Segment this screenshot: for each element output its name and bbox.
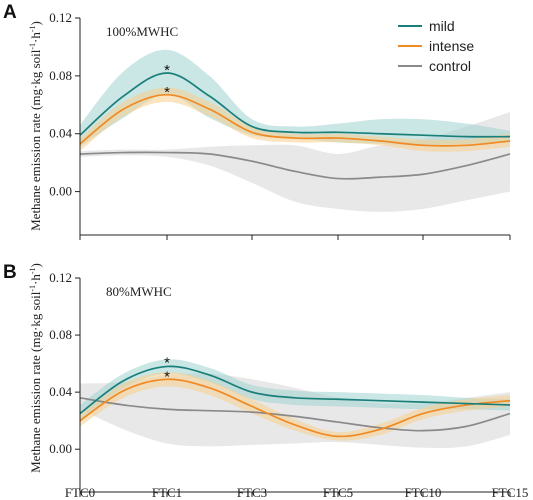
y-tick-label: 0.00 xyxy=(49,441,72,456)
y-tick-label: 0.04 xyxy=(49,384,72,399)
panel-b-series-lines xyxy=(79,365,511,438)
y-tick-label: 0.08 xyxy=(49,327,72,342)
significance-marker: * xyxy=(164,84,170,101)
line-control xyxy=(79,397,511,432)
panel-b-ticks: 0.00 0.04 0.08 0.12 FTC0 FTC1 FTC3 FTC5 FTC10 FTC… xyxy=(49,270,528,500)
line-intense xyxy=(79,93,511,147)
panel-a-axes xyxy=(79,18,510,236)
panel-b-condition: 80%MWHC xyxy=(106,284,172,299)
panel-a-ticks: 0.00 0.04 0.08 0.12 xyxy=(49,10,511,240)
panel-a-letter: A xyxy=(3,2,17,23)
y-tick-label: 0.00 xyxy=(49,184,72,199)
panel-a-y-axis-label: Methane emission rate (mg·kg soil-1·h-1) xyxy=(28,21,43,231)
x-tick-label: FTC1 xyxy=(152,485,182,500)
y-tick-label: 0.12 xyxy=(49,270,72,285)
x-tick-label: FTC3 xyxy=(237,485,267,500)
significance-marker: * xyxy=(164,369,170,386)
band-mild xyxy=(80,49,510,147)
x-tick-label: FTC0 xyxy=(65,485,95,500)
legend-label-intense: intense xyxy=(429,38,474,54)
panel-a-confidence-bands xyxy=(80,49,510,212)
legend: mild intense control xyxy=(398,18,474,74)
line-mild xyxy=(79,72,511,138)
panel-b-y-axis-label: Methane emission rate (mg·kg soil-1·h-1) xyxy=(28,263,43,473)
panel-a: A 100%MWHC Methane emission rate (mg·kg … xyxy=(3,2,511,240)
panel-a-condition: 100%MWHC xyxy=(106,24,178,39)
line-control xyxy=(79,151,511,180)
x-tick-label: FTC15 xyxy=(492,485,529,500)
band-control xyxy=(80,112,510,212)
y-tick-label: 0.12 xyxy=(49,10,72,25)
panel-b-axes xyxy=(79,278,510,493)
line-mild xyxy=(79,365,511,415)
band-intense xyxy=(80,87,510,152)
panel-a-series-lines xyxy=(79,72,511,180)
y-tick-label: 0.04 xyxy=(49,126,72,141)
panel-b: B 80%MWHC Methane emission rate (mg·kg s… xyxy=(3,262,528,500)
x-tick-label: FTC5 xyxy=(323,485,353,500)
line-intense xyxy=(79,378,511,438)
panel-b-annotations: ** xyxy=(164,354,170,385)
x-tick-label: FTC10 xyxy=(405,485,442,500)
y-tick-label: 0.08 xyxy=(49,68,72,83)
significance-marker: * xyxy=(164,62,170,79)
significance-marker: * xyxy=(164,354,170,371)
band-intense xyxy=(80,372,510,441)
legend-label-control: control xyxy=(429,58,471,74)
legend-label-mild: mild xyxy=(429,18,455,34)
panel-b-letter: B xyxy=(3,262,17,283)
panel-a-annotations: ** xyxy=(164,62,170,101)
